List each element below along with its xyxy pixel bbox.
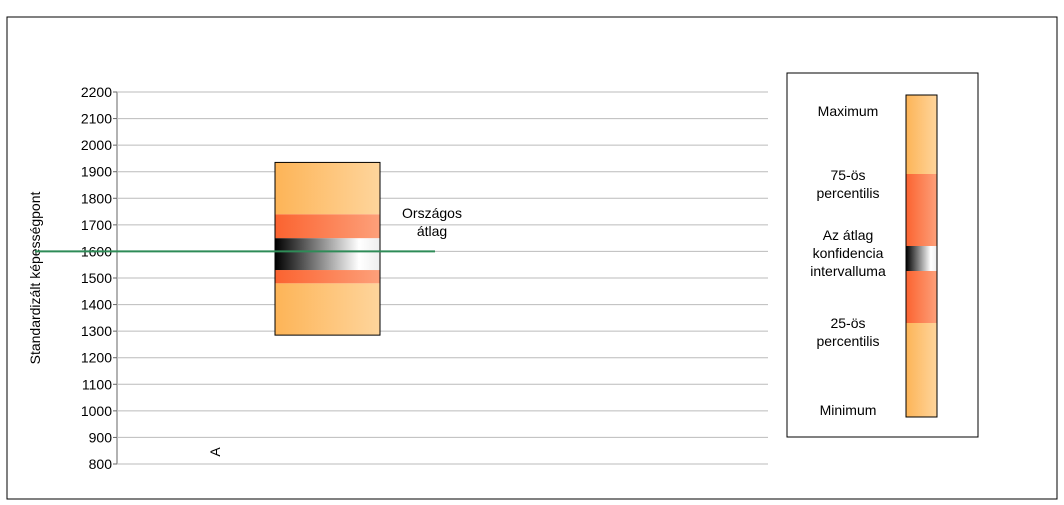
legend-label-line: 25-ös [830, 315, 865, 331]
y-tick-label: 1000 [81, 403, 112, 419]
box-upper [275, 162, 380, 215]
x-tick-label: A [207, 447, 223, 457]
legend-box [786, 72, 979, 438]
box-outline [274, 161, 381, 336]
y-tick-label: 1200 [81, 350, 112, 366]
box-lower [275, 283, 380, 336]
y-axis-label: Standardizált képességpont [27, 192, 43, 365]
legend-label-line: intervalluma [810, 263, 886, 279]
legend-label-line: konfidencia [813, 245, 884, 261]
y-tick-label: 2000 [81, 137, 112, 153]
y-tick-label: 2200 [81, 84, 112, 100]
legend-label: 75-ös percentilis [816, 167, 879, 201]
y-tick-label: 1300 [81, 323, 112, 339]
legend-label-line: percentilis [816, 185, 879, 201]
legend-label: Maximum [818, 103, 879, 119]
legend-swatch [906, 95, 937, 174]
box-ci [275, 238, 380, 271]
legend-swatch [906, 174, 937, 246]
box-ci-q3 [275, 214, 380, 239]
legend-swatch [906, 271, 937, 323]
legend-label: 25-ös percentilis [816, 315, 879, 349]
legend-label: Az átlag konfidencia intervalluma [810, 227, 886, 279]
y-tick-label: 1400 [81, 297, 112, 313]
y-tick-label: 1700 [81, 217, 112, 233]
legend-label-line: Az átlag [823, 227, 874, 243]
y-tick-label: 1500 [81, 270, 112, 286]
reference-label: Országos átlag [402, 205, 462, 239]
y-tick-label: 1800 [81, 190, 112, 206]
y-tick-label: 900 [89, 429, 113, 445]
legend-swatch [906, 246, 937, 271]
reference-label-line: átlag [417, 223, 447, 239]
y-tick-label: 2100 [81, 111, 112, 127]
legend-label-line: Maximum [818, 103, 879, 119]
frame [6, 16, 1058, 500]
legend-label-line: Minimum [820, 402, 877, 418]
legend-label-line: percentilis [816, 333, 879, 349]
y-tick-label: 1900 [81, 164, 112, 180]
legend-swatch [906, 323, 937, 417]
y-tick-label: 1100 [82, 376, 112, 392]
legend-label-line: 75-ös [830, 167, 865, 183]
legend-swatch-outline [905, 94, 938, 418]
legend-label: Minimum [820, 402, 877, 418]
box-q1-ci [275, 270, 380, 284]
reference-label-line: Országos [402, 205, 462, 221]
y-tick-label: 800 [89, 456, 113, 472]
